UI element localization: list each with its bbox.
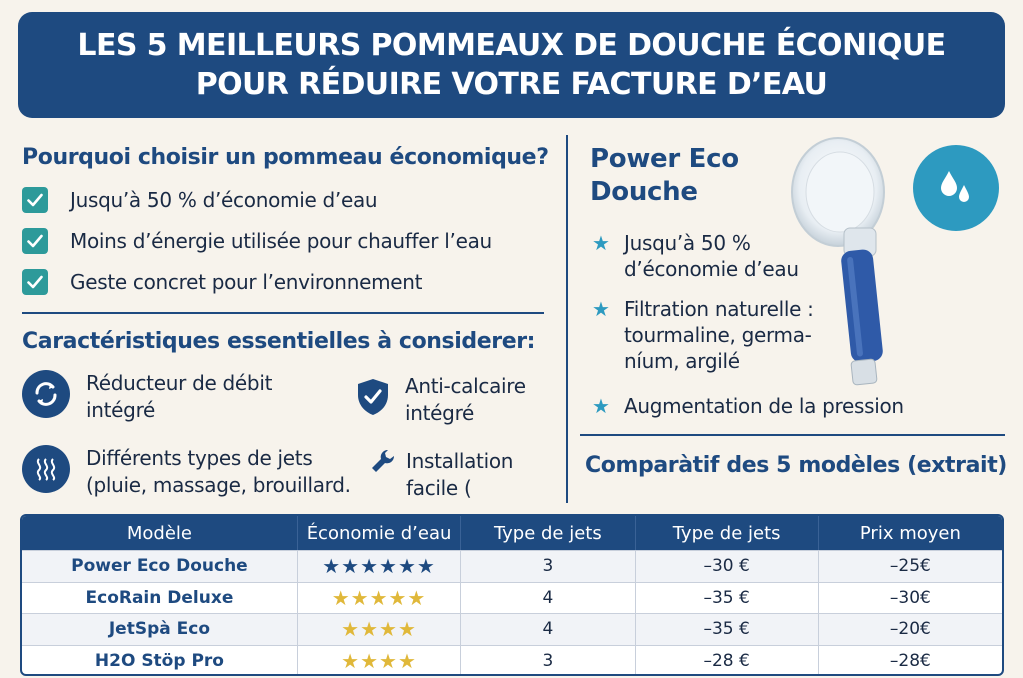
comparison-table: Modèle Économie d’eau Type de jets Type … (20, 514, 1004, 676)
price-cell: –30 € (636, 551, 819, 582)
comparison-heading: Comparàtif des 5 modèles (extrait) (585, 453, 1007, 478)
jets-cell: 4 (461, 614, 636, 645)
section-divider-left (22, 312, 544, 314)
rating-stars: ★★★★★ (298, 582, 462, 613)
wrench-icon (370, 448, 396, 478)
price-cell: –35 € (636, 614, 819, 645)
column-header: Type de jets (636, 516, 819, 550)
column-header: Prix moyen (859, 522, 961, 544)
column-header: Modèle (22, 516, 298, 550)
star-bullet-icon: ★ (592, 297, 610, 321)
product-title: Power Eco Douche (590, 143, 739, 209)
table-header: Modèle Économie d’eau Type de jets Type … (22, 516, 1002, 550)
product-bullet-line: níum, argilé (624, 349, 740, 373)
star-bullet-icon: ★ (592, 231, 610, 255)
steam-icon (22, 445, 70, 493)
price-cell: –30€ (889, 587, 931, 608)
model-cell: Power Eco Douche (22, 551, 298, 582)
product-bullet-line: Jusqu’à 50 % (624, 231, 751, 255)
features-heading: Caractéristiques essentielles à consider… (22, 329, 536, 354)
why-item: Moins d’énergie utilisée pour chauffer l… (22, 228, 492, 254)
page-title-line-2: POUR RÉDUIRE VOTRE FACTURE D’EAU (195, 67, 828, 102)
product-bullet-line: d’économie d’eau (624, 257, 799, 281)
feature-label-line1: Anti-calcaire (405, 374, 526, 398)
feature-label-line1: Installation (406, 449, 514, 473)
column-header: Type de jets (461, 516, 636, 550)
product-bullet-line: tourmaline, germa- (624, 323, 812, 347)
rating-stars: ★★★★ (298, 645, 462, 674)
feature-item: Installation facile ( (370, 448, 513, 502)
column-divider (566, 135, 568, 503)
why-item-text: Jusqu’à 50 % d’économie d’eau (70, 188, 378, 212)
model-cell: EcoRain Deluxe (22, 582, 298, 613)
model-cell: JetSpà Eco (22, 614, 298, 645)
star-bullet-icon: ★ (592, 394, 610, 418)
product-bullet: ★ Augmentation de la pression (592, 393, 904, 419)
feature-label-line1: Réducteur de débit (86, 371, 273, 395)
title-banner: LES 5 MEILLEURS POMMEAUX DE DOUCHE ÉCONI… (18, 12, 1005, 118)
product-title-line2: Douche (590, 177, 698, 207)
why-item: Jusqu’à 50 % d’économie d’eau (22, 187, 378, 213)
checkbox-icon (22, 187, 48, 213)
price-cell: –35 € (636, 582, 819, 613)
jets-cell: 4 (461, 582, 636, 613)
price-cell: –28€ (889, 650, 931, 671)
section-divider-right (580, 434, 1005, 436)
why-item: Geste concret pour l’environnement (22, 269, 422, 295)
why-item-text: Moins d’énergie utilisée pour chauffer l… (70, 229, 492, 253)
feature-label-line2: intégré (86, 398, 156, 422)
price-cell: –28 € (636, 645, 819, 674)
table-row: JetSpà Eco ★★★★ 4 –35 € –20€ (22, 613, 1002, 645)
rating-stars: ★★★★ (298, 614, 462, 645)
rating-stars: ★★★★★★ (298, 551, 462, 582)
table-row: Power Eco Douche ★★★★★★ 3 –30 € –25€ (22, 550, 1002, 582)
price-cell: –20€ (889, 619, 931, 640)
feature-item: Anti-calcaire intégré (356, 373, 526, 427)
product-bullet-line: Augmentation de la pression (624, 394, 904, 418)
shower-head-image (780, 132, 900, 390)
product-title-line1: Power Eco (590, 144, 739, 174)
product-bullet: ★ Jusqu’à 50 % d’économie d’eau (592, 230, 799, 282)
feature-item: Réducteur de débit intégré (22, 370, 272, 424)
water-drop-icon (913, 145, 999, 231)
jets-cell: 3 (461, 645, 636, 674)
cycle-icon (22, 370, 70, 418)
feature-label-line1: Différents types de jets (86, 446, 313, 470)
shield-check-icon (356, 377, 390, 419)
table-row: H2O Stöp Pro ★★★★ 3 –28 € –28€ (22, 644, 1002, 674)
feature-item: Différents types de jets (pluie, massage… (22, 445, 351, 499)
page-title-line-1: LES 5 MEILLEURS POMMEAUX DE DOUCHE ÉCONI… (77, 28, 946, 63)
jets-cell: 3 (461, 551, 636, 582)
product-bullet-line: Filtration naturelle : (624, 297, 814, 321)
model-cell: H2O Stöp Pro (22, 645, 298, 674)
why-heading: Pourquoi choisir un pommeau économique? (22, 145, 549, 170)
table-row: EcoRain Deluxe ★★★★★ 4 –35 € –30€ (22, 581, 1002, 613)
checkbox-icon (22, 228, 48, 254)
column-header: Économie d’eau (298, 516, 462, 550)
product-bullet: ★ Filtration naturelle : tourmaline, ger… (592, 296, 814, 374)
why-item-text: Geste concret pour l’environnement (70, 270, 423, 294)
feature-label-line2: intégré (405, 401, 475, 425)
checkbox-icon (22, 269, 48, 295)
feature-label-line2: facile ( (406, 476, 472, 500)
feature-label-line2: (pluie, massage, brouillard. (86, 473, 351, 497)
price-cell: –25€ (889, 556, 931, 577)
